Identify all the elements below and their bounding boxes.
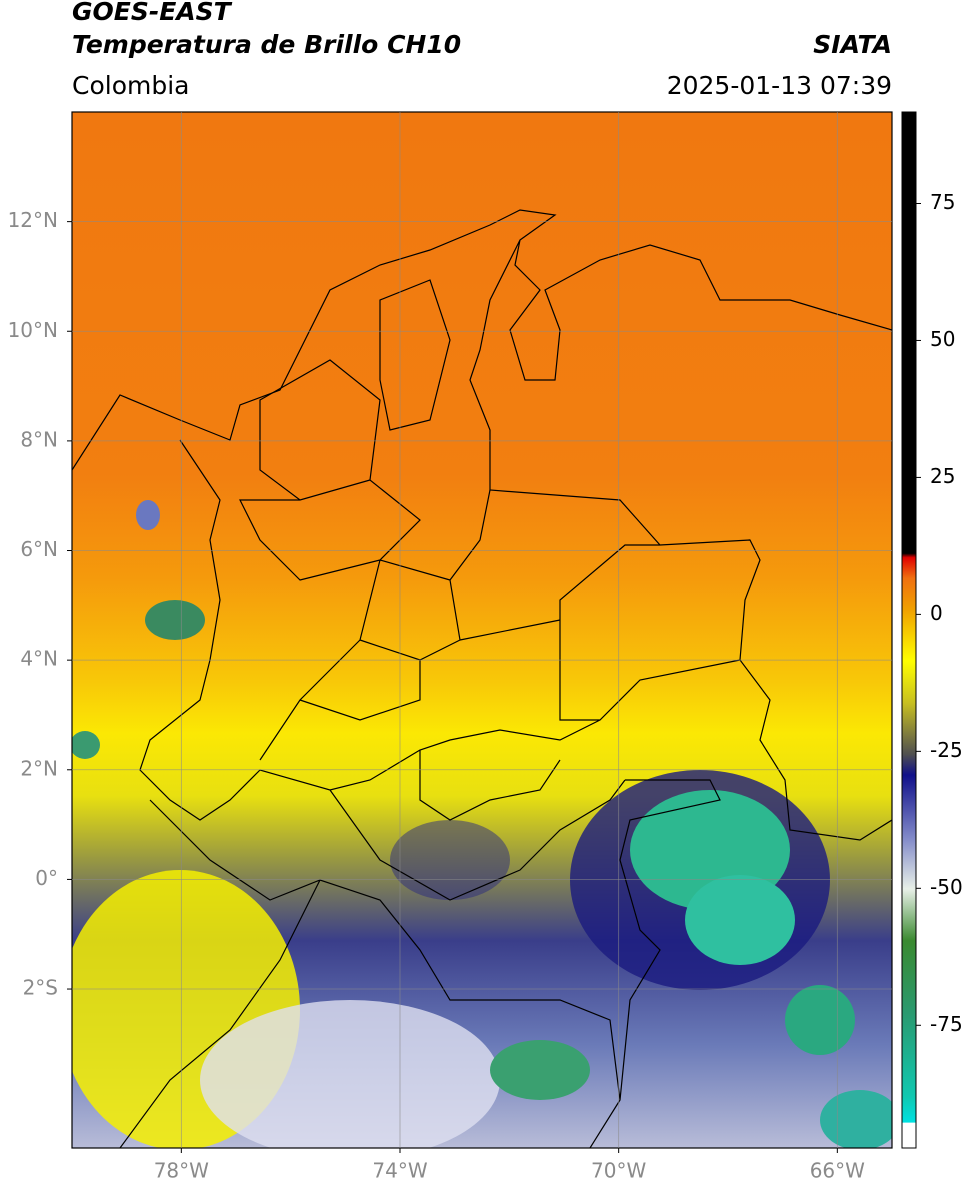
y-tick-label: 0°	[35, 866, 58, 890]
cloud	[200, 1000, 500, 1148]
y-tick-label: 10°N	[8, 318, 58, 342]
cloud	[490, 1040, 590, 1100]
cloud	[136, 500, 160, 530]
cloud	[390, 820, 510, 900]
map-frame	[71, 111, 893, 1149]
cloud	[145, 600, 205, 640]
colorbar-tick-label: 25	[930, 464, 955, 488]
satellite-image	[72, 112, 892, 1148]
y-tick-label: 2°S	[23, 976, 58, 1000]
title: GOES-EAST	[72, 0, 233, 26]
colorbar-tick-label: 0	[930, 601, 943, 625]
colorbar-tick-label: -75	[930, 1012, 963, 1036]
cloud	[72, 731, 100, 759]
x-tick-label: 78°W	[154, 1159, 209, 1183]
cloud	[820, 1090, 892, 1148]
colorbar-tick-label: 75	[930, 190, 955, 214]
y-tick-label: 8°N	[20, 427, 58, 451]
x-tick-label: 66°W	[810, 1159, 865, 1183]
timestamp: 2025-01-13 07:39	[667, 71, 892, 100]
x-tick-label: 74°W	[372, 1159, 427, 1183]
y-tick-label: 4°N	[20, 647, 58, 671]
y-tick-label: 6°N	[20, 537, 58, 561]
colorbar-tick-label: -25	[930, 738, 963, 762]
colorbar-tick-label: 50	[930, 327, 955, 351]
cloud	[685, 875, 795, 965]
axes: 78°W 74°W 70°W 66°W 12°N 10°N 8°N 6°N 4°N 2°N 0° 2°…	[8, 112, 963, 1183]
subtitle: Temperatura de Brillo CH10	[72, 30, 461, 59]
source: SIATA	[813, 30, 892, 59]
cloud	[785, 985, 855, 1055]
region: Colombia	[72, 71, 189, 100]
y-tick-label: 12°N	[8, 208, 58, 232]
x-tick-label: 70°W	[591, 1159, 646, 1183]
y-tick-label: 2°N	[20, 756, 58, 780]
colorbar-tick-label: -50	[930, 875, 963, 899]
colorbar	[901, 111, 917, 1149]
